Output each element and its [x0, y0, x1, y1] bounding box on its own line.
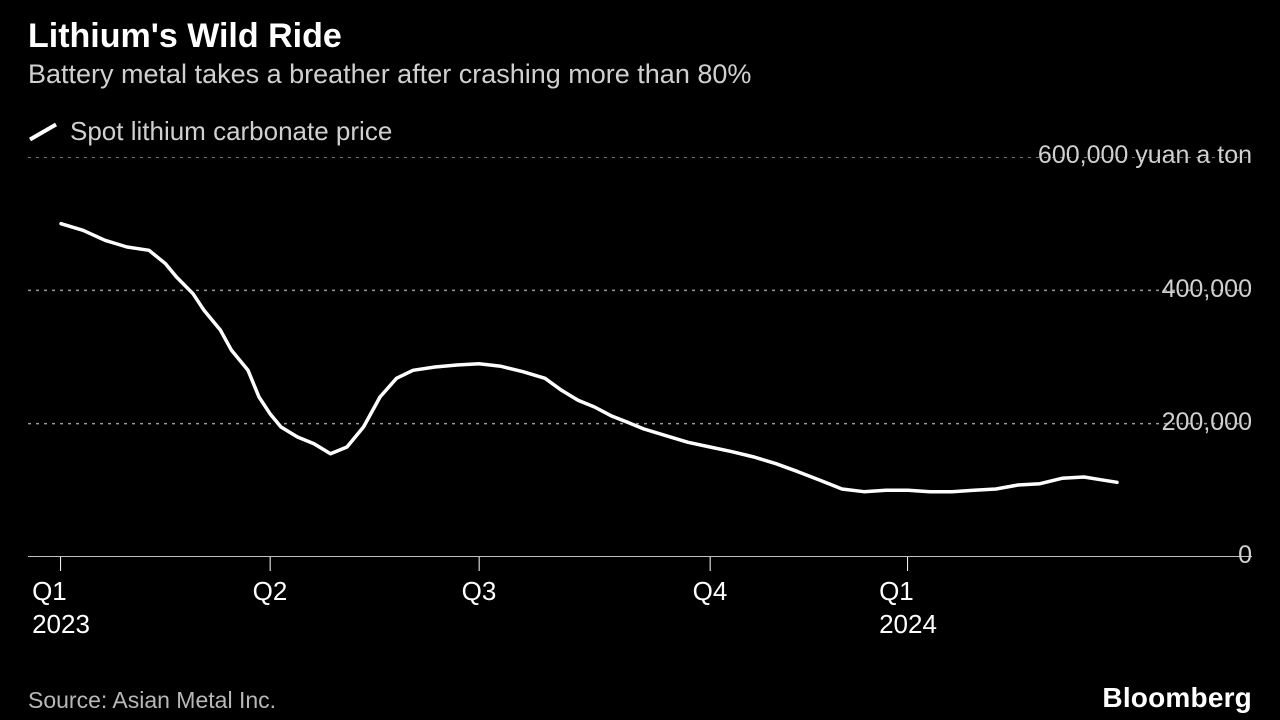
x-tick-label: Q3 [462, 575, 497, 608]
x-tick-mark [61, 557, 62, 571]
x-tick-sublabel: 2023 [32, 608, 90, 641]
x-tick-label: Q1 [879, 575, 937, 608]
x-tick-mark [908, 557, 909, 571]
x-tick: Q12023 [32, 557, 90, 640]
y-tick-label: 600,000 yuan a ton [1038, 141, 1252, 170]
x-tick-label: Q1 [32, 575, 90, 608]
x-tick-label: Q2 [253, 575, 288, 608]
x-tick-mark [710, 557, 711, 571]
x-tick: Q12024 [879, 557, 937, 640]
chart-subtitle: Battery metal takes a breather after cra… [28, 59, 1252, 90]
x-tick-label: Q4 [693, 575, 728, 608]
plot-area: 0200,000400,000600,000 yuan a ton [28, 157, 1252, 557]
source-text: Source: Asian Metal Inc. [28, 687, 276, 714]
chart-title: Lithium's Wild Ride [28, 18, 1252, 55]
y-tick-label: 200,000 [1162, 408, 1252, 437]
series-group [61, 224, 1117, 492]
gridlines [28, 157, 1252, 424]
legend-line-icon [29, 123, 57, 141]
series-line [61, 224, 1117, 492]
brand-label: Bloomberg [1102, 682, 1252, 714]
chart-svg [28, 157, 1252, 557]
x-tick-mark [479, 557, 480, 571]
x-tick-mark [270, 557, 271, 571]
x-tick-sublabel: 2024 [879, 608, 937, 641]
legend-label: Spot lithium carbonate price [70, 116, 392, 147]
y-tick-label: 400,000 [1162, 275, 1252, 304]
x-axis: Q12023Q2Q3Q4Q12024 [28, 557, 1252, 627]
chart-container: Lithium's Wild Ride Battery metal takes … [0, 0, 1280, 720]
x-tick: Q2 [253, 557, 288, 608]
x-tick: Q4 [693, 557, 728, 608]
footer: Source: Asian Metal Inc. Bloomberg [28, 682, 1252, 714]
x-tick: Q3 [462, 557, 497, 608]
